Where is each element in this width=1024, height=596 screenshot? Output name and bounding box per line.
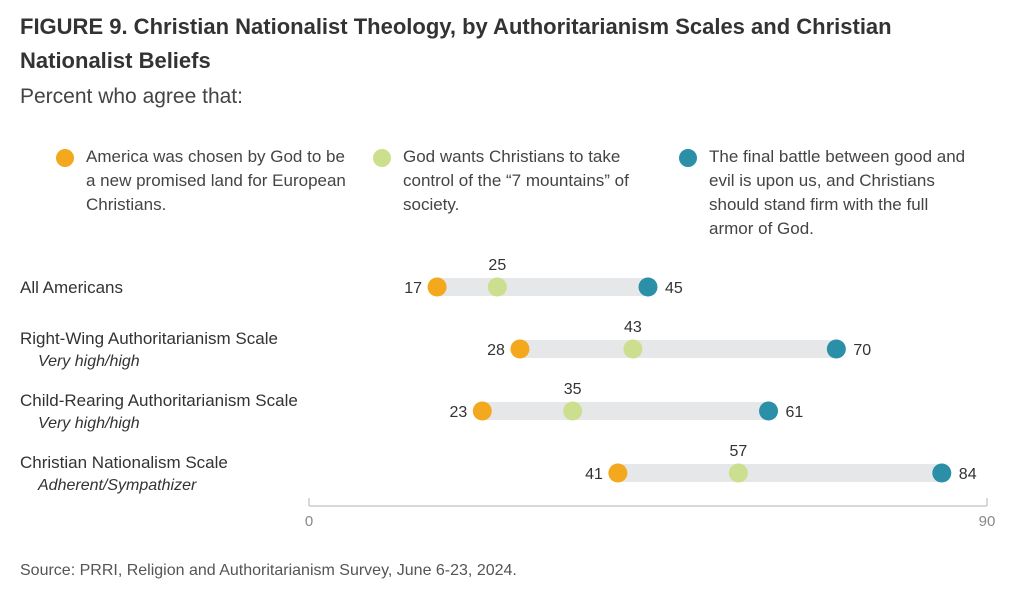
data-point-chosen-by-god bbox=[427, 277, 447, 297]
legend-label-chosen-by-god: America was chosen by God to be a new pr… bbox=[86, 147, 346, 214]
data-point-final-battle bbox=[759, 401, 779, 421]
legend-marker-final-battle bbox=[679, 149, 697, 167]
data-point-chosen-by-god bbox=[472, 401, 492, 421]
data-point-seven-mountains bbox=[623, 339, 643, 359]
data-label-seven-mountains: 43 bbox=[624, 319, 642, 336]
x-tick-label-max: 90 bbox=[979, 513, 996, 530]
data-label-chosen-by-god: 17 bbox=[404, 280, 422, 297]
source-note: Source: PRRI, Religion and Authoritarian… bbox=[20, 562, 517, 579]
data-label-final-battle: 70 bbox=[853, 342, 871, 359]
row-label-christian-nationalism: Christian Nationalism Scale bbox=[20, 453, 228, 472]
range-bar bbox=[482, 402, 769, 420]
data-label-chosen-by-god: 41 bbox=[585, 466, 603, 483]
row-label-child-rearing-authoritarianism: Child-Rearing Authoritarianism Scale bbox=[20, 391, 298, 410]
data-point-seven-mountains bbox=[563, 401, 583, 421]
data-label-seven-mountains: 25 bbox=[488, 257, 506, 274]
legend-label-final-battle: The final battle between good and evil i… bbox=[709, 147, 966, 238]
chart-title: FIGURE 9. Christian Nationalist Theology… bbox=[20, 14, 892, 73]
data-label-chosen-by-god: 23 bbox=[449, 404, 467, 421]
data-label-seven-mountains: 57 bbox=[730, 443, 748, 460]
x-tick-label-min: 0 bbox=[305, 513, 313, 530]
data-labels: 17 25 45 28 43 70 23 35 61 41 57 84 bbox=[404, 257, 976, 483]
legend-label-seven-mountains: God wants Christians to take control of … bbox=[403, 147, 629, 214]
data-point-chosen-by-god bbox=[608, 463, 628, 483]
data-label-final-battle: 84 bbox=[959, 466, 977, 483]
x-axis: 0 90 bbox=[305, 498, 996, 530]
data-point-chosen-by-god bbox=[510, 339, 530, 359]
data-points bbox=[427, 277, 952, 483]
legend-marker-seven-mountains bbox=[373, 149, 391, 167]
row-sublabel-christian-nationalism: Adherent/Sympathizer bbox=[38, 477, 197, 494]
data-label-final-battle: 45 bbox=[665, 280, 683, 297]
range-bar bbox=[519, 340, 837, 358]
data-label-chosen-by-god: 28 bbox=[487, 342, 505, 359]
data-point-seven-mountains bbox=[487, 277, 507, 297]
data-label-seven-mountains: 35 bbox=[564, 381, 582, 398]
data-point-final-battle bbox=[932, 463, 952, 483]
data-point-seven-mountains bbox=[728, 463, 748, 483]
row-label-right-wing-authoritarianism: Right-Wing Authoritarianism Scale bbox=[20, 329, 278, 348]
row-label-all-americans: All Americans bbox=[20, 278, 123, 297]
range-bar bbox=[437, 278, 648, 296]
legend-marker-chosen-by-god bbox=[56, 149, 74, 167]
data-point-final-battle bbox=[638, 277, 658, 297]
row-sublabel-right-wing-authoritarianism: Very high/high bbox=[38, 353, 140, 370]
range-bar bbox=[617, 464, 942, 482]
data-point-final-battle bbox=[826, 339, 846, 359]
data-label-final-battle: 61 bbox=[786, 404, 804, 421]
range-bars bbox=[437, 278, 942, 482]
chart-subtitle: Percent who agree that: bbox=[20, 85, 243, 108]
row-sublabel-child-rearing-authoritarianism: Very high/high bbox=[38, 415, 140, 432]
